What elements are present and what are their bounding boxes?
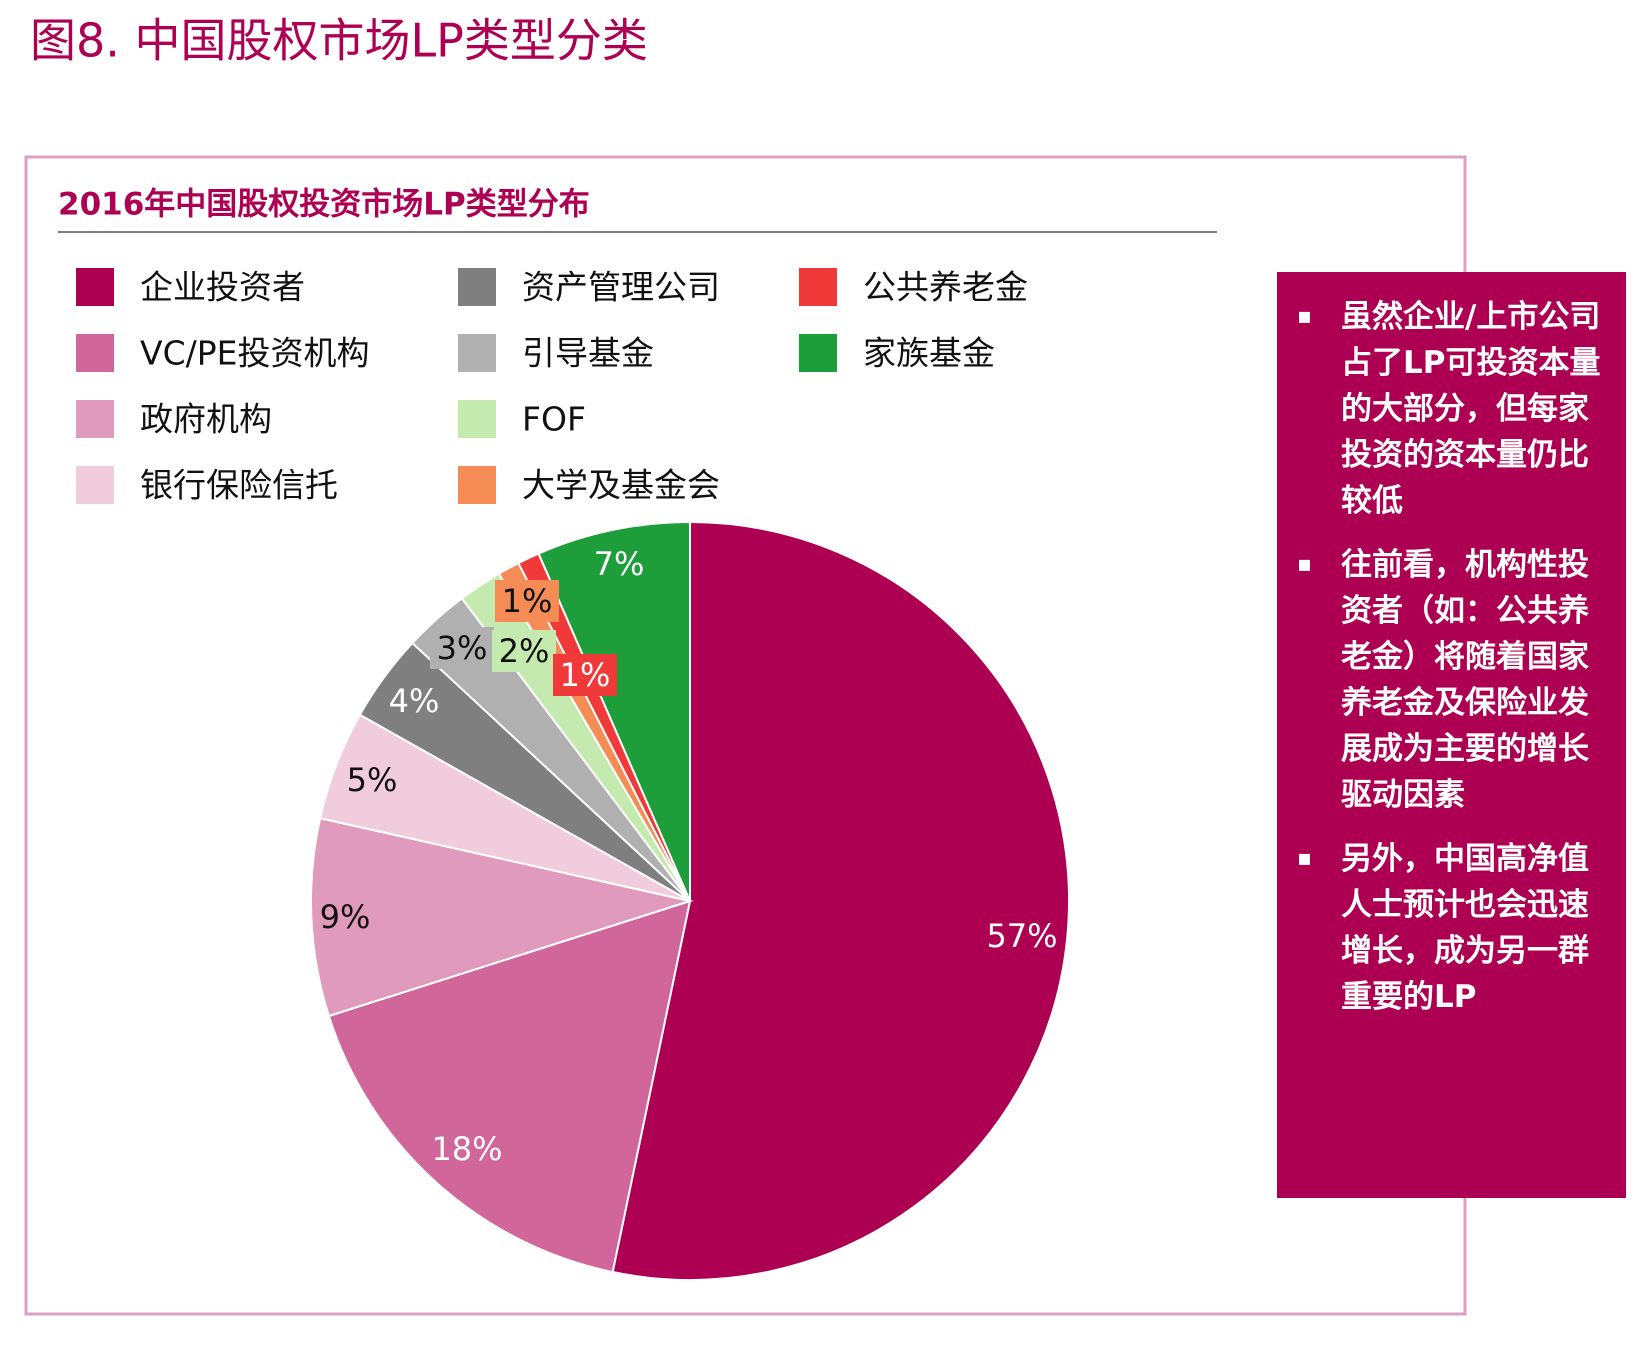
pie-slice	[310, 817, 694, 1018]
note-bullet: 往前看，机构性投资者（如：公共养老金）将随着国家养老金及保险业发展成为主要的增长…	[1297, 542, 1612, 818]
legend-label: 资产管理公司	[522, 268, 720, 307]
data-label: 4%	[389, 682, 440, 720]
legend-label: 大学及基金会	[522, 466, 720, 505]
label-bg	[495, 580, 559, 622]
label-bg	[430, 627, 494, 669]
legend-swatch	[799, 334, 837, 372]
page-title: 图8. 中国股权市场LP类型分类	[30, 14, 648, 68]
label-bg	[553, 654, 617, 696]
legend-label: 家族基金	[863, 334, 995, 373]
data-label: 7%	[594, 545, 645, 583]
legend-swatch	[458, 268, 496, 306]
pie-slice	[537, 520, 691, 902]
data-label: 57%	[986, 917, 1057, 955]
data-label: 1%	[560, 656, 611, 694]
legend-swatch	[458, 400, 496, 438]
data-label: 5%	[347, 761, 398, 799]
legend-label: 引导基金	[522, 334, 654, 373]
pie-slice	[327, 899, 692, 1274]
pie-slice	[611, 520, 1071, 1281]
legend-label: VC/PE投资机构	[140, 334, 370, 373]
legend-swatch	[76, 466, 114, 504]
legend-swatch	[76, 268, 114, 306]
legend-swatch	[76, 334, 114, 372]
legend-swatch	[458, 334, 496, 372]
note-bullet: 另外，中国高净值人士预计也会迅速增长，成为另一群重要的LP	[1297, 836, 1612, 1020]
data-label: 18%	[431, 1130, 502, 1168]
data-label: 2%	[499, 632, 550, 670]
legend-swatch	[799, 268, 837, 306]
legend-swatch	[458, 466, 496, 504]
legend-label: 企业投资者	[140, 268, 305, 307]
legend-swatch	[76, 400, 114, 438]
data-label: 1%	[502, 582, 553, 620]
note-bullet: 虽然企业/上市公司占了LP可投资本量的大部分，但每家投资的资本量仍比较低	[1297, 294, 1612, 524]
legend-label: FOF	[522, 400, 586, 439]
data-label: 9%	[320, 898, 371, 936]
legend-label: 公共养老金	[863, 268, 1028, 307]
chart-title: 2016年中国股权投资市场LP类型分布	[58, 187, 590, 223]
notes-box: 虽然企业/上市公司占了LP可投资本量的大部分，但每家投资的资本量仍比较低往前看，…	[1277, 272, 1626, 1198]
legend-label: 政府机构	[140, 400, 272, 439]
data-label: 3%	[437, 629, 488, 667]
legend-label: 银行保险信托	[140, 466, 338, 505]
label-bg	[492, 630, 556, 672]
